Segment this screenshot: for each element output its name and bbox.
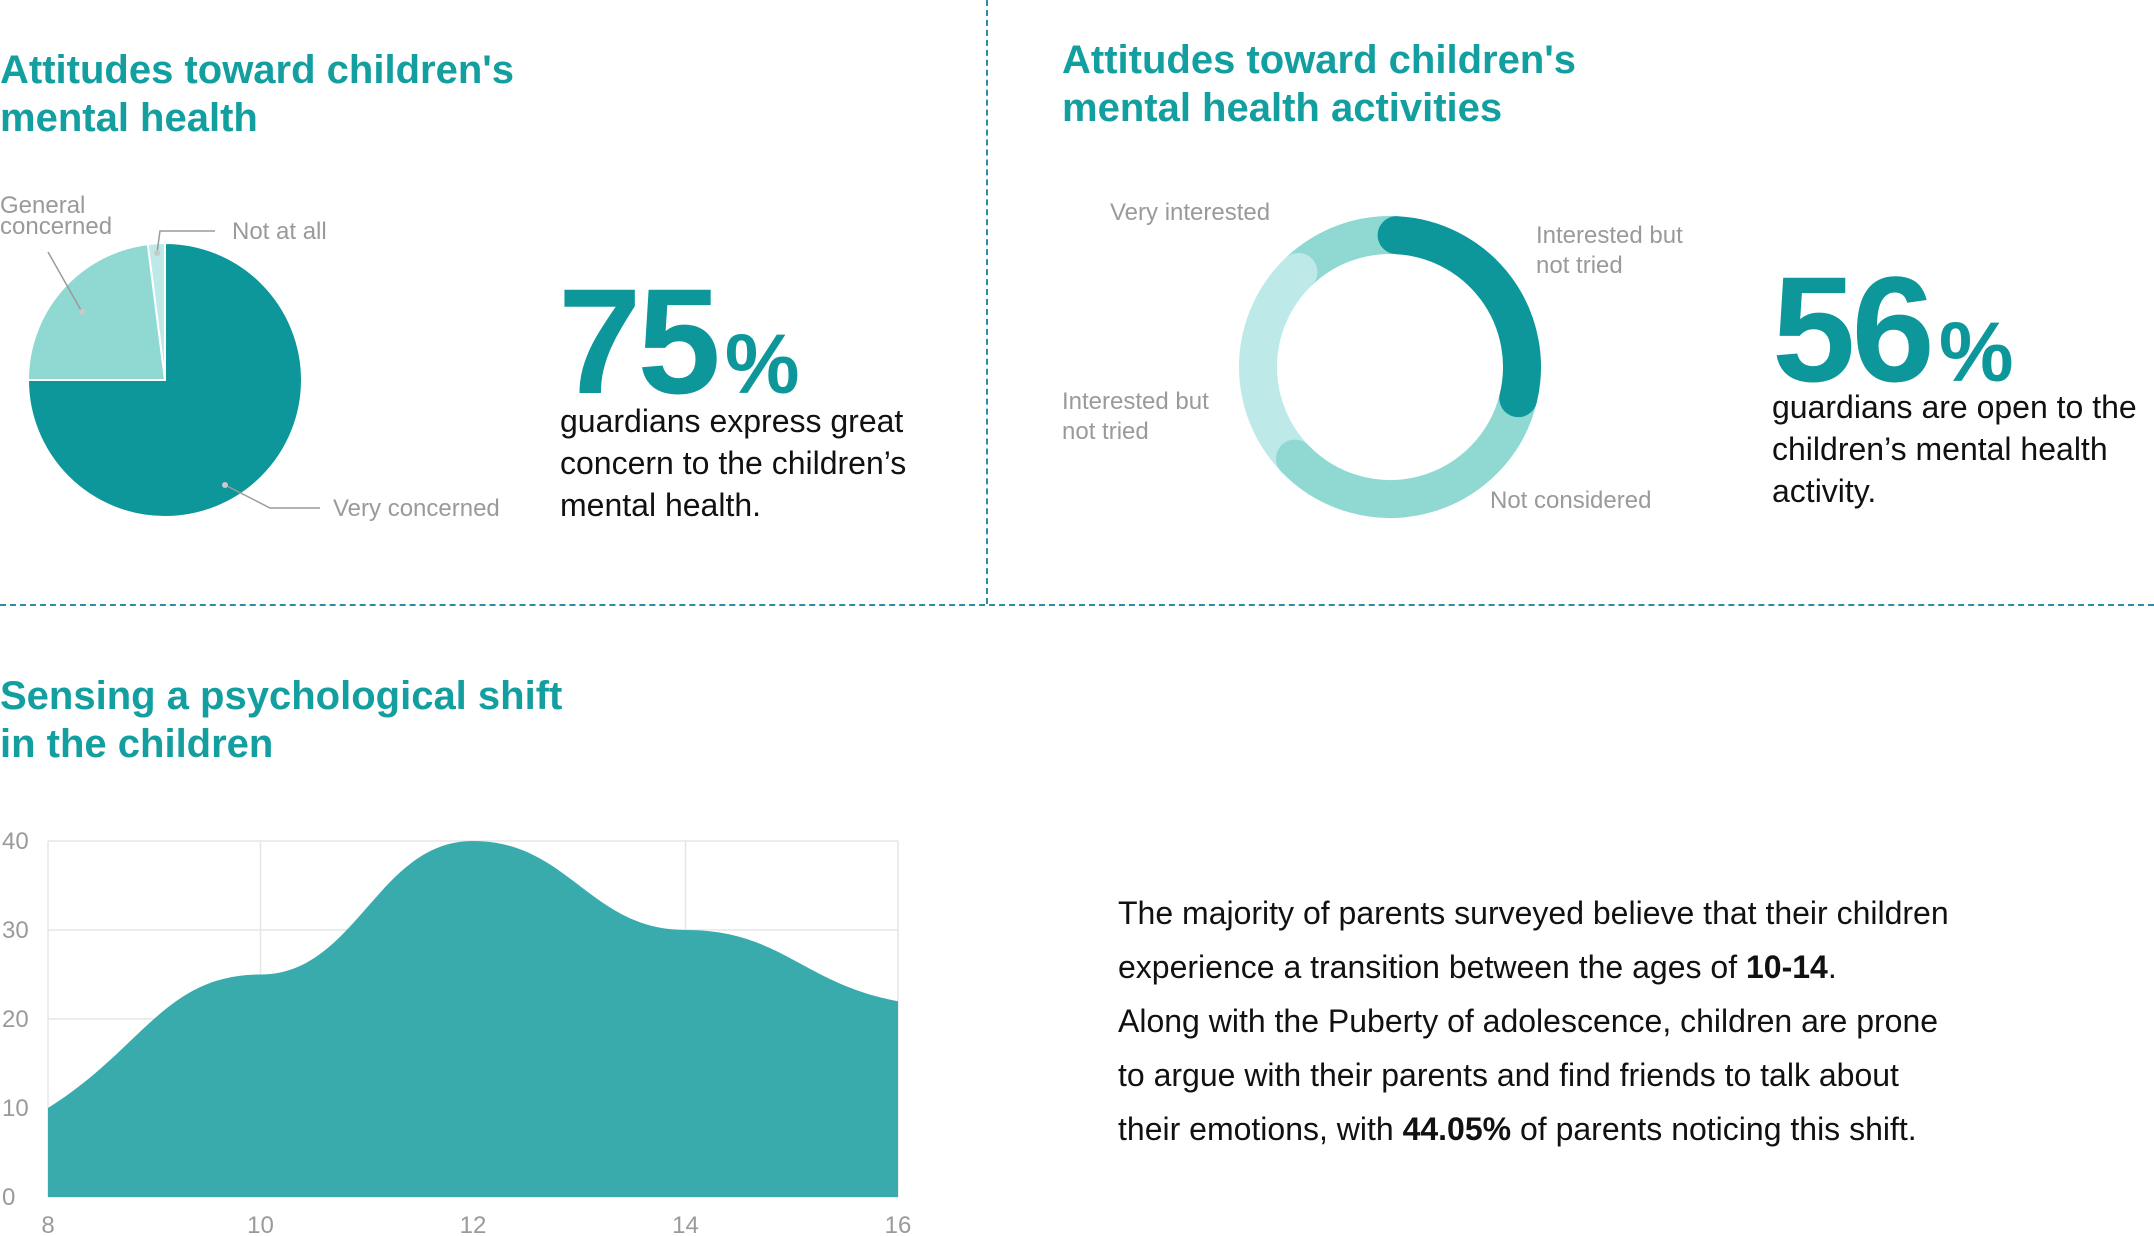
pie-chart: General concerned Not at all Very concer… — [0, 192, 500, 522]
donut-label-left-2: not tried — [1062, 418, 1149, 445]
label-very-concerned: Very concerned — [333, 495, 500, 522]
donut-label-left-1: Interested but — [1062, 388, 1209, 415]
horizontal-divider — [0, 604, 2154, 606]
para-line3: Along with the Puberty of adolescence, c… — [1118, 1003, 1939, 1039]
panel2-desc-line3: activity. — [1772, 473, 1877, 509]
panel2-title: Attitudes toward children's mental healt… — [1062, 36, 1576, 132]
x-tick-12: 12 — [460, 1212, 487, 1236]
y-tick-0: 0 — [2, 1184, 15, 1211]
panel2-desc-line2: children’s mental health — [1772, 431, 2108, 467]
panel1-desc-line3: mental health. — [560, 487, 762, 523]
panel2-stat: 56% — [1772, 254, 2014, 427]
label-general-1: General — [0, 192, 85, 219]
pie-slices — [26, 241, 303, 518]
vertical-divider — [986, 0, 988, 604]
y-tick-30: 30 — [2, 917, 29, 944]
para-age-range: 10-14 — [1745, 949, 1828, 985]
pie-slice-very-concerned — [26, 241, 303, 518]
panel1-stat: 75% — [558, 266, 800, 439]
leader-dot-general — [79, 309, 85, 315]
donut-label-very-interested: Very interested — [1110, 199, 1270, 226]
x-tick-8: 8 — [41, 1212, 54, 1236]
y-tick-10: 10 — [2, 1095, 29, 1122]
leader-dot-very — [222, 482, 228, 488]
x-tick-16: 16 — [885, 1212, 912, 1236]
para-percent: 44.05% — [1402, 1111, 1512, 1147]
x-tick-14: 14 — [672, 1212, 699, 1236]
para-line5: their emotions, with 44.05% of parents n… — [1118, 1102, 2118, 1156]
panel2-title-line1: Attitudes toward children's — [1062, 38, 1577, 82]
para-line5-end: of parents noticing this shift. — [1511, 1111, 1917, 1147]
panel2-desc: guardians are open to the children’s men… — [1772, 386, 2137, 512]
donut-chart: Very interested Interested but not tried… — [1062, 199, 1683, 518]
panel3-title-line2: in the children — [0, 722, 274, 766]
panel1-desc-line1: guardians express great — [560, 403, 904, 439]
leader-general — [47, 251, 83, 313]
panel2-stat-unit: % — [1938, 305, 2014, 399]
donut-arcs — [1239, 216, 1541, 518]
y-tick-20: 20 — [2, 1006, 29, 1033]
donut-label-right-2: not tried — [1536, 252, 1623, 279]
area-chart: 0 10 20 30 40 8 10 12 14 16 — [2, 828, 911, 1236]
y-tick-40: 40 — [2, 828, 29, 855]
para-line2: experience a transition between the ages… — [1118, 940, 2118, 994]
donut-arc-3 — [1239, 252, 1318, 478]
panel1-stat-number: 75 — [558, 257, 721, 425]
donut-label-not-considered: Not considered — [1490, 487, 1651, 514]
panel1-desc: guardians express great concern to the c… — [560, 400, 906, 526]
leader-notatall — [156, 230, 215, 254]
leader-dot-notatall — [154, 250, 160, 256]
label-general-2: concerned — [0, 213, 112, 240]
panel1-title: Attitudes toward children's mental healt… — [0, 46, 514, 142]
area-fill — [48, 841, 898, 1197]
panel2-title-line2: mental health activities — [1062, 86, 1503, 130]
label-notatall: Not at all — [232, 218, 327, 245]
donut-label-right-1: Interested but — [1536, 222, 1683, 249]
panel1-title-line2: mental health — [0, 96, 258, 140]
para-line5-text: their emotions, with — [1118, 1111, 1403, 1147]
panel2-stat-number: 56 — [1772, 245, 1935, 413]
panel1-desc-line2: concern to the children’s — [560, 445, 907, 481]
para-line2-text: experience a transition between the ages… — [1118, 949, 1746, 985]
leader-very — [224, 484, 320, 509]
donut-arc-1 — [1377, 216, 1541, 418]
panel3-title: Sensing a psychological shift in the chi… — [0, 672, 562, 768]
panel2-desc-line1: guardians are open to the — [1772, 389, 2137, 425]
panel3-title-line1: Sensing a psychological shift — [0, 674, 563, 718]
area-ticks: 0 10 20 30 40 8 10 12 14 16 — [2, 828, 911, 1236]
donut-arc-2 — [1275, 379, 1538, 518]
para-line4: to argue with their parents and find fri… — [1118, 1057, 1899, 1093]
para-line2-end: . — [1827, 949, 1837, 985]
pie-slice-general-concerned — [26, 242, 167, 381]
panel1-stat-unit: % — [724, 317, 800, 411]
pie-slice-not-at-all — [146, 241, 166, 381]
para-line1: The majority of parents surveyed believe… — [1118, 895, 1949, 931]
x-tick-10: 10 — [247, 1212, 274, 1236]
panel1-title-line1: Attitudes toward children's — [0, 48, 515, 92]
panel3-paragraph: The majority of parents surveyed believe… — [1118, 886, 2118, 1156]
